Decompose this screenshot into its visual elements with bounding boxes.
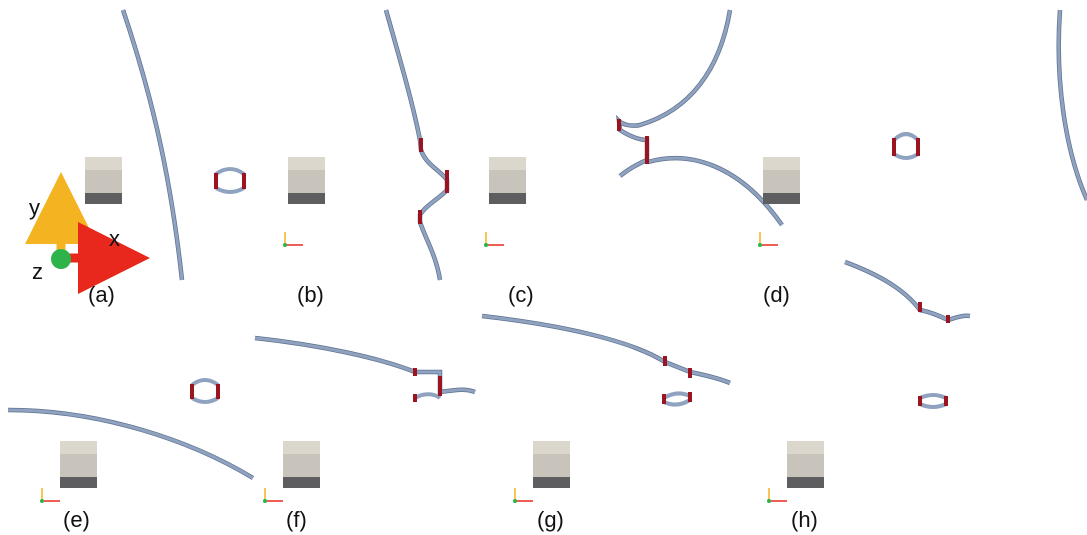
domain-box: [60, 441, 97, 488]
panel-b: [283, 9, 450, 281]
mini-axes: [40, 488, 60, 503]
panel-label-d: (d): [763, 282, 790, 307]
vortex-ring: [918, 393, 948, 409]
mini-axes: [80, 232, 100, 247]
panel-label-a: (a): [88, 282, 115, 307]
axis-label-z: z: [32, 259, 43, 284]
panel-g: [481, 313, 731, 503]
vortex-ring: [190, 378, 220, 404]
panel-e: [7, 378, 255, 503]
mini-axes: [513, 488, 533, 503]
axis-label-y: y: [29, 195, 40, 220]
panel-label-e: (e): [63, 507, 90, 532]
domain-box: [787, 441, 824, 488]
vortex-filament: [616, 9, 733, 178]
panel-d: [758, 9, 1087, 247]
vortex-ring: [892, 132, 920, 160]
domain-box: [489, 157, 526, 204]
panel-label-f: (f): [286, 507, 307, 532]
domain-box: [85, 157, 122, 204]
domain-box: [288, 157, 325, 204]
axes-legend: [25, 172, 150, 294]
panel-label-g: (g): [537, 507, 564, 532]
panel-c: [484, 9, 784, 247]
mini-axes: [484, 232, 504, 247]
vortex-ring: [214, 167, 246, 194]
axis-label-x: x: [109, 226, 120, 251]
panel-label-h: (h): [791, 507, 818, 532]
domain-box: [763, 157, 800, 204]
mini-axes: [767, 488, 787, 503]
mini-axes: [758, 232, 778, 247]
vortex-ring: [662, 391, 692, 407]
domain-box: [533, 441, 570, 488]
vortex-filament: [7, 407, 255, 480]
panel-f: [254, 335, 476, 503]
panel-h: [767, 259, 971, 503]
vortex-filament: [383, 9, 450, 281]
panel-label-c: (c): [508, 282, 534, 307]
domain-box: [283, 441, 320, 488]
mini-axes: [283, 232, 303, 247]
mini-axes: [263, 488, 283, 503]
panel-label-b: (b): [297, 282, 324, 307]
panel-a: [25, 9, 246, 294]
vortex-filament: [120, 9, 185, 281]
